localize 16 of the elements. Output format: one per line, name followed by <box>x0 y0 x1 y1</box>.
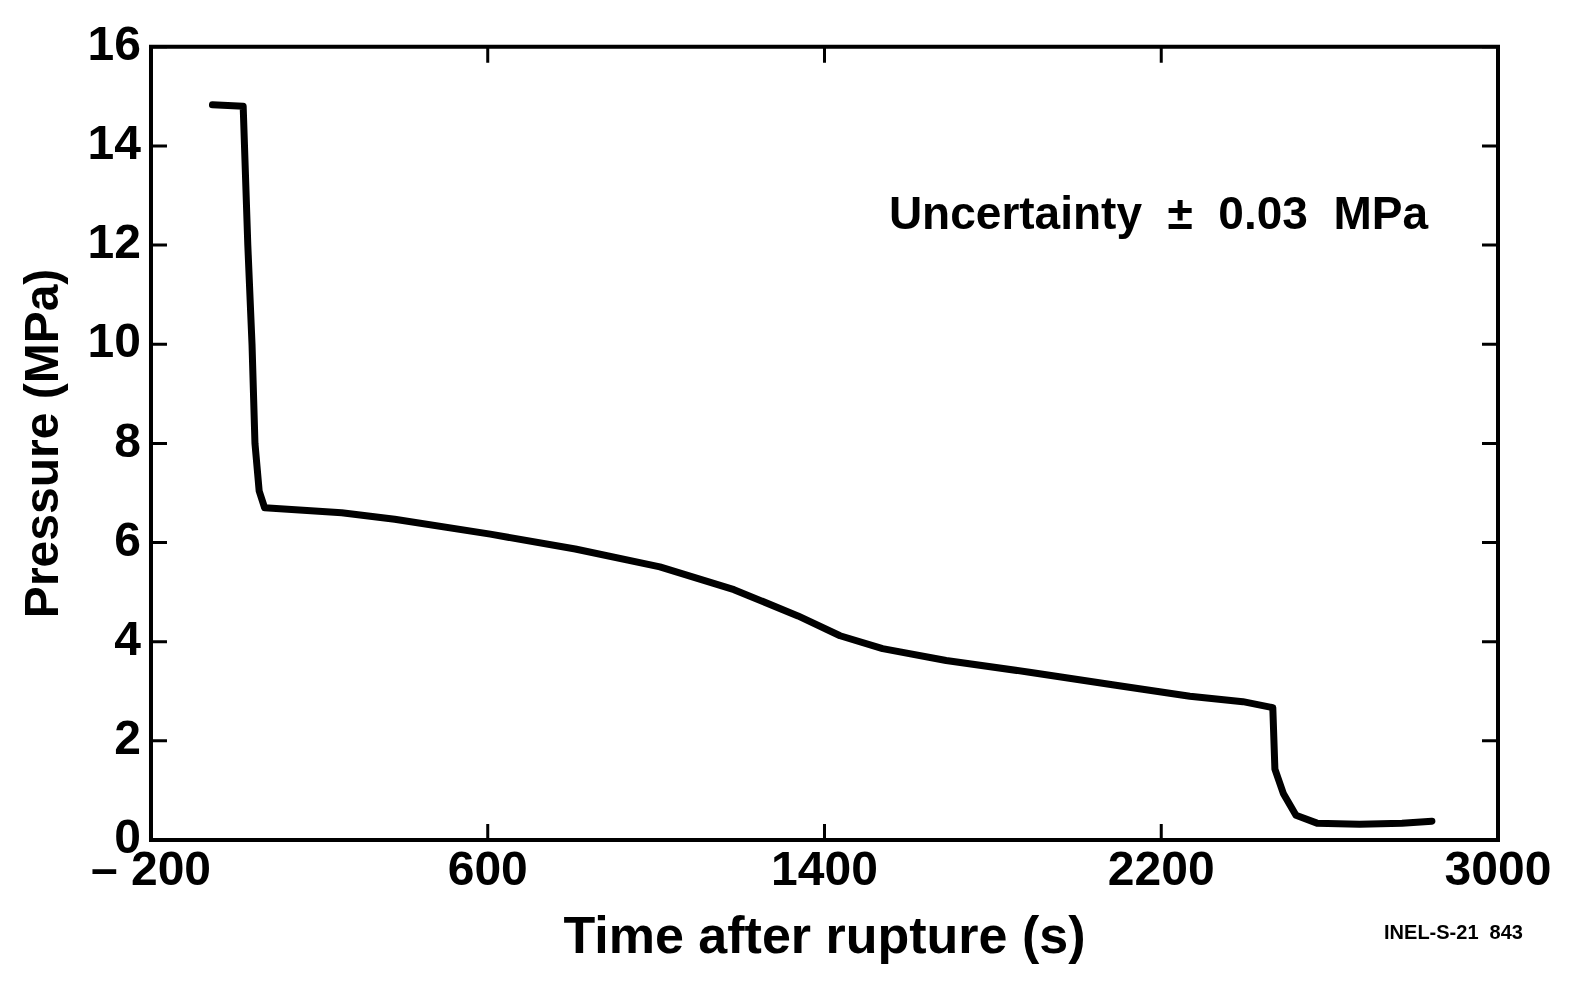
x-tick-label: 2200 <box>1107 842 1215 896</box>
y-tick-label: 6 <box>114 512 141 566</box>
y-tick-label: 8 <box>114 413 141 467</box>
y-tick-label: 14 <box>87 116 142 170</box>
y-axis-title: Pressure (MPa) <box>15 268 69 619</box>
y-tick-label: 16 <box>87 17 141 71</box>
x-tick-label: 3000 <box>1444 842 1552 896</box>
y-tick-label: 4 <box>114 611 142 665</box>
x-axis-title: Time after rupture (s) <box>563 906 1086 965</box>
text: INEL-S-21 843 <box>1384 920 1523 943</box>
x-tick-label: 1400 <box>771 842 878 896</box>
y-tick-label: 12 <box>87 215 141 269</box>
y-tick-label: 10 <box>87 314 141 368</box>
y-tick-label: 2 <box>114 711 141 765</box>
annotation: Uncertainty ± 0.03 MPa <box>888 187 1429 240</box>
x-tick-label: 600 <box>447 842 528 896</box>
